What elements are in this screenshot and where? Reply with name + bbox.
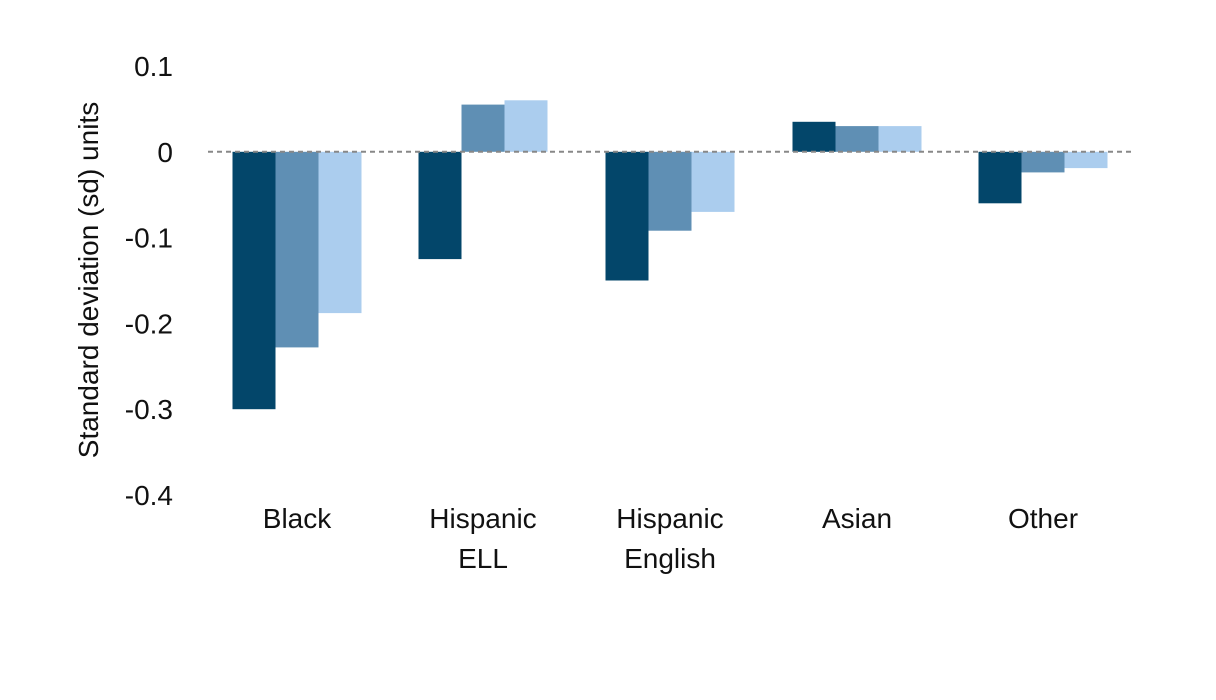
bar-s2-c3 bbox=[648, 151, 692, 231]
y-tick-label: -0.4 bbox=[125, 480, 173, 511]
bar-s3-c1 bbox=[318, 151, 362, 314]
y-tick-label: -0.1 bbox=[125, 223, 173, 254]
bar-s2-c4 bbox=[835, 126, 879, 152]
bar-s3-c5 bbox=[1064, 151, 1108, 169]
bar-s3-c3 bbox=[691, 151, 735, 212]
bar-s1-c5 bbox=[978, 151, 1022, 204]
y-tick-label: -0.2 bbox=[125, 308, 173, 339]
y-tick-label: 0 bbox=[157, 137, 173, 168]
bar-s1-c1 bbox=[232, 151, 276, 410]
y-axis-ticks: 0.1 0 -0.1 -0.2 -0.3 -0.4 bbox=[125, 51, 173, 511]
bar-s1-c2 bbox=[418, 151, 462, 260]
x-category-label: Other bbox=[1008, 503, 1078, 534]
bar-s3-c2 bbox=[504, 100, 548, 152]
bar-s2-c5 bbox=[1021, 151, 1065, 173]
x-category-label: Black bbox=[263, 503, 332, 534]
x-axis-categories: Black Hispanic ELL Hispanic English Asian Othe… bbox=[263, 503, 1078, 574]
bar-s2-c2 bbox=[461, 104, 505, 152]
y-tick-label: 0.1 bbox=[134, 51, 173, 82]
y-tick-label: -0.3 bbox=[125, 394, 173, 425]
x-category-label: Asian bbox=[822, 503, 892, 534]
bar-s1-c4 bbox=[792, 121, 836, 152]
bars-group bbox=[208, 100, 1135, 410]
y-axis-title: Standard deviation (sd) units bbox=[73, 102, 104, 458]
bar-s2-c1 bbox=[275, 151, 319, 348]
x-category-label: Hispanic English bbox=[616, 503, 723, 574]
bar-s1-c3 bbox=[605, 151, 649, 281]
x-category-label: Hispanic ELL bbox=[429, 503, 536, 574]
bar-s3-c4 bbox=[878, 126, 922, 152]
